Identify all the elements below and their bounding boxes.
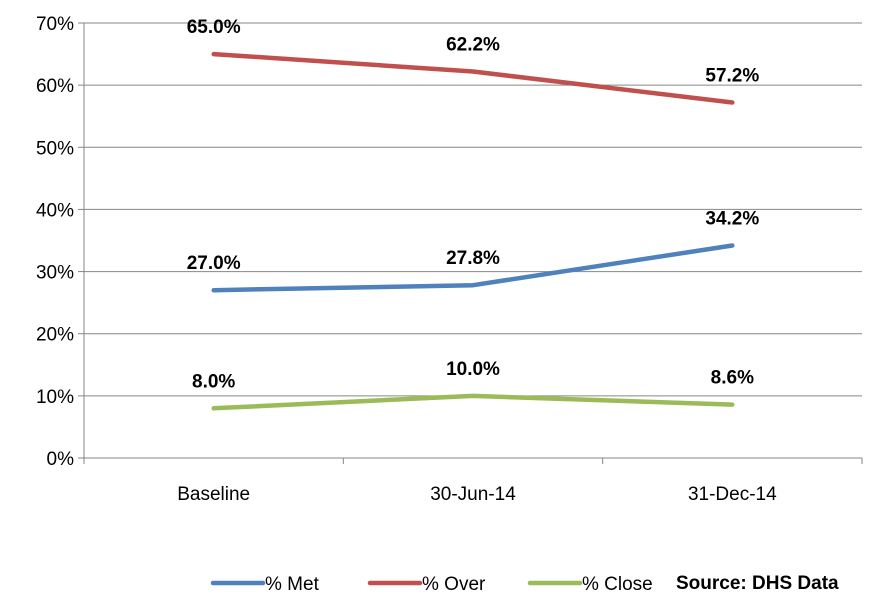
x-tick-label: 31-Dec-14 [688, 484, 777, 505]
y-axis-tick-labels: 0% 10% 20% 30% 40% 50% 60% 70% [36, 14, 74, 470]
y-tick-label: 0% [47, 449, 75, 470]
series-line [211, 51, 735, 105]
data-label: 8.0% [192, 371, 235, 392]
gridlines [84, 22, 862, 397]
series-line [211, 243, 735, 293]
data-label: 10.0% [446, 359, 500, 380]
x-axis-tick-labels: Baseline 30-Jun-14 31-Dec-14 [177, 484, 777, 505]
data-label: 57.2% [705, 66, 759, 87]
legend-label: % Close [582, 574, 653, 595]
data-label: 27.8% [446, 248, 500, 269]
series-line [211, 393, 735, 411]
y-tick-label: 10% [36, 387, 74, 408]
x-tick-label: 30-Jun-14 [430, 484, 516, 505]
data-label: 62.2% [446, 34, 500, 55]
y-tick-label: 20% [36, 325, 74, 346]
legend-label: % Met [265, 574, 320, 595]
legend: % Met % Over % Close [210, 574, 653, 595]
data-label: 34.2% [705, 208, 759, 229]
data-labels: 27.0% 27.8% 34.2% 65.0% 62.2% 57.2% 8.0% 10.0% 8… [187, 17, 760, 392]
x-tick-label: Baseline [177, 484, 250, 505]
series-lines [211, 51, 735, 411]
source-note: Source: DHS Data [676, 573, 839, 594]
y-tick-label: 40% [36, 200, 74, 221]
y-tick-label: 50% [36, 138, 74, 159]
y-tick-label: 30% [36, 263, 74, 284]
y-tick-label: 70% [36, 14, 74, 35]
y-tick-label: 60% [36, 76, 74, 97]
data-label: 65.0% [187, 17, 241, 38]
legend-label: % Over [422, 574, 486, 595]
data-label: 27.0% [187, 253, 241, 274]
data-label: 8.6% [711, 368, 754, 389]
axes [78, 22, 863, 464]
